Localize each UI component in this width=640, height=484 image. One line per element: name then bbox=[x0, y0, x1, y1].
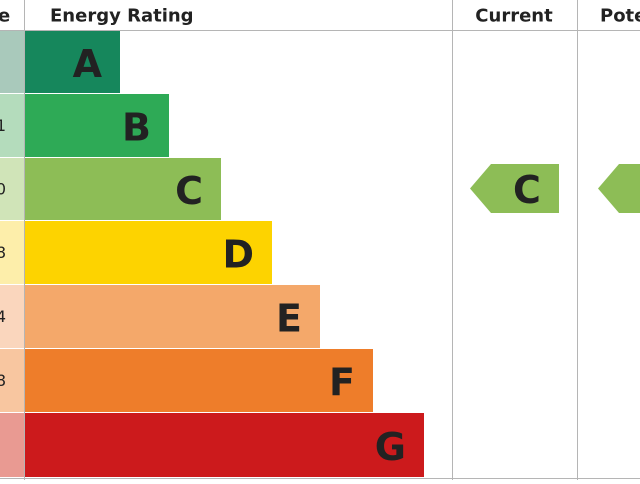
band-letter: D bbox=[222, 233, 254, 277]
potential-arrow bbox=[598, 164, 640, 213]
score-cell bbox=[0, 31, 24, 93]
band-letter: F bbox=[329, 361, 355, 405]
score-label: 4 bbox=[0, 307, 6, 326]
rating-bar bbox=[25, 31, 120, 93]
band-letter: E bbox=[276, 297, 302, 341]
current-header: Current bbox=[475, 6, 553, 27]
current-arrow bbox=[470, 164, 559, 213]
score-header: e bbox=[0, 6, 10, 27]
rating-bar bbox=[25, 349, 373, 412]
rating-bar bbox=[25, 285, 320, 348]
score-cell bbox=[0, 221, 24, 284]
rating-bar bbox=[25, 158, 221, 220]
rating-bar bbox=[25, 413, 424, 477]
score-cell bbox=[0, 94, 24, 157]
band-letter: A bbox=[73, 42, 103, 86]
score-cell bbox=[0, 285, 24, 348]
rating-header: Energy Rating bbox=[50, 6, 194, 27]
score-cell bbox=[0, 349, 24, 412]
band-letter: C bbox=[175, 169, 203, 213]
band-letter: B bbox=[122, 106, 151, 150]
score-cell bbox=[0, 158, 24, 220]
potential-header: Pote bbox=[600, 6, 640, 27]
score-label: 8 bbox=[0, 243, 6, 262]
score-cell bbox=[0, 413, 24, 477]
rating-bar bbox=[25, 94, 169, 157]
score-label: 0 bbox=[0, 180, 6, 199]
current-rating: C bbox=[513, 168, 541, 212]
score-label: 1 bbox=[0, 116, 6, 135]
rating-bar bbox=[25, 221, 272, 284]
band-letter: G bbox=[375, 425, 406, 469]
score-label: 8 bbox=[0, 371, 6, 390]
